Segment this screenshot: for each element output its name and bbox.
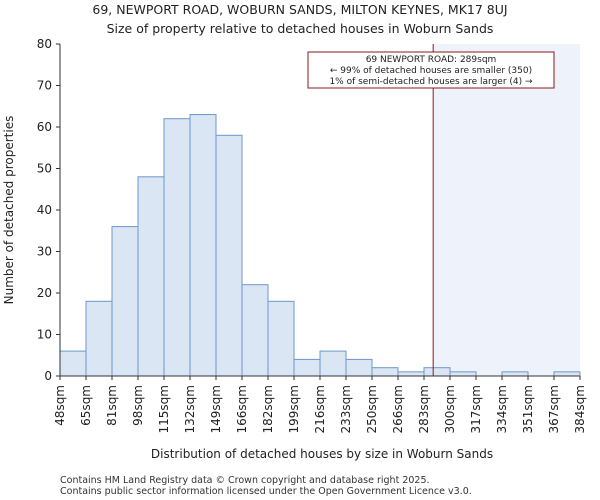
x-tick-label: 351sqm <box>521 385 535 433</box>
annotation-line-2: ← 99% of detached houses are smaller (35… <box>330 66 532 76</box>
x-axis-label: Distribution of detached houses by size … <box>151 447 493 461</box>
bar-48sqm <box>60 351 86 376</box>
bar-216sqm <box>320 351 346 376</box>
annotation-box: 69 NEWPORT ROAD: 289sqm ← 99% of detache… <box>308 52 554 88</box>
bar-367sqm <box>554 372 580 376</box>
x-tick-label: 367sqm <box>547 385 561 433</box>
bar-233sqm <box>346 359 372 376</box>
bar-115sqm <box>164 119 190 376</box>
footer-line-1: Contains HM Land Registry data © Crown c… <box>60 475 430 486</box>
y-tick-label: 30 <box>37 245 52 259</box>
x-tick-label: 149sqm <box>209 385 223 433</box>
x-tick-label: 98sqm <box>131 385 145 426</box>
y-tick-label: 60 <box>37 120 52 134</box>
y-tick-label: 80 <box>37 37 52 51</box>
bar-132sqm <box>190 115 216 376</box>
chart: 69, NEWPORT ROAD, WOBURN SANDS, MILTON K… <box>0 0 600 500</box>
bar-300sqm <box>450 372 476 376</box>
annotation-line-1: 69 NEWPORT ROAD: 289sqm <box>366 55 497 65</box>
x-axis-ticks: 48sqm 65sqm 81sqm 98sqm 115sqm 132sqm 149sqm 16… <box>53 376 587 433</box>
highlight-region <box>433 44 580 376</box>
x-tick-label: 182sqm <box>261 385 275 433</box>
bar-283sqm <box>424 368 450 376</box>
footer-line-2: Contains public sector information licen… <box>60 486 472 497</box>
x-tick-label: 233sqm <box>339 385 353 433</box>
x-tick-label: 199sqm <box>287 385 301 433</box>
y-tick-label: 40 <box>37 203 52 217</box>
x-tick-label: 317sqm <box>469 385 483 433</box>
y-tick-label: 20 <box>37 286 52 300</box>
bar-266sqm <box>398 372 424 376</box>
x-tick-label: 283sqm <box>417 385 431 433</box>
x-tick-label: 266sqm <box>391 385 405 433</box>
y-tick-label: 10 <box>37 328 52 342</box>
chart-subtitle: Size of property relative to detached ho… <box>107 21 494 36</box>
bar-149sqm <box>216 135 242 376</box>
y-tick-label: 50 <box>37 162 52 176</box>
bar-166sqm <box>242 285 268 376</box>
x-tick-label: 334sqm <box>495 385 509 433</box>
x-tick-label: 300sqm <box>443 385 457 433</box>
y-tick-label: 70 <box>37 79 52 93</box>
annotation-line-3: 1% of semi-detached houses are larger (4… <box>329 77 533 87</box>
x-tick-label: 115sqm <box>157 385 171 433</box>
bar-199sqm <box>294 359 320 376</box>
y-tick-label: 0 <box>44 369 52 383</box>
x-tick-label: 48sqm <box>53 385 67 426</box>
x-tick-label: 81sqm <box>105 385 119 426</box>
y-axis-ticks: 0 10 20 30 40 50 60 70 80 <box>37 37 60 383</box>
bar-65sqm <box>86 301 112 376</box>
bar-334sqm <box>502 372 528 376</box>
bar-81sqm <box>112 227 138 376</box>
x-tick-label: 216sqm <box>313 385 327 433</box>
bar-250sqm <box>372 368 398 376</box>
x-tick-label: 384sqm <box>573 385 587 433</box>
chart-title: 69, NEWPORT ROAD, WOBURN SANDS, MILTON K… <box>92 2 507 17</box>
y-axis-label: Number of detached properties <box>2 116 16 305</box>
x-tick-label: 132sqm <box>183 385 197 433</box>
bar-182sqm <box>268 301 294 376</box>
x-tick-label: 65sqm <box>79 385 93 426</box>
x-tick-label: 166sqm <box>235 385 249 433</box>
x-tick-label: 250sqm <box>365 385 379 433</box>
bar-98sqm <box>138 177 164 376</box>
